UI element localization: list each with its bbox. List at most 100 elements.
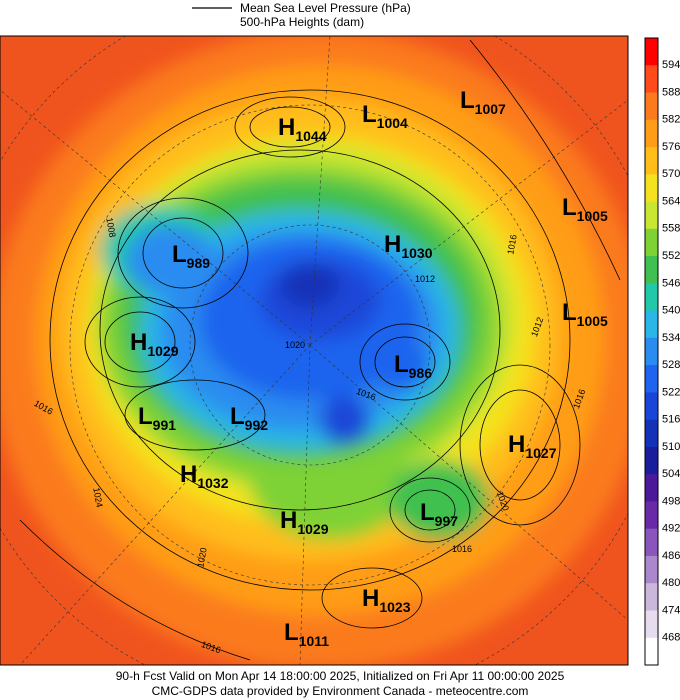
colorbar-tick-label: 486 bbox=[662, 550, 680, 562]
colorbar-tick-label: 588 bbox=[662, 86, 680, 98]
center-type: H bbox=[180, 461, 197, 488]
isobar-label: 1020 bbox=[195, 547, 208, 568]
isobar-label: 1016 bbox=[452, 544, 472, 554]
center-value: 989 bbox=[187, 255, 211, 271]
center-type: L bbox=[562, 299, 577, 326]
pressure-center: H1044 bbox=[278, 114, 327, 144]
colorbar-swatch bbox=[645, 256, 658, 284]
colorbar-tick-label: 474 bbox=[662, 604, 680, 616]
colorbar-tick-label: 564 bbox=[662, 195, 680, 207]
center-type: H bbox=[278, 114, 295, 141]
center-type: L bbox=[172, 241, 187, 268]
colorbar-swatch bbox=[645, 337, 658, 366]
isobar-label: 1012 bbox=[415, 274, 435, 284]
pressure-center: L1005 bbox=[562, 299, 608, 329]
footer-line: 90-h Fcst Valid on Mon Apr 14 18:00:00 2… bbox=[116, 669, 565, 683]
colorbar-swatch bbox=[645, 555, 658, 584]
colorbar-tick-label: 504 bbox=[662, 468, 680, 480]
colorbar-tick-label: 534 bbox=[662, 332, 680, 344]
colorbar-swatch bbox=[645, 474, 658, 502]
center-value: 992 bbox=[245, 417, 269, 433]
isobar-label: 1024 bbox=[91, 487, 104, 508]
center-type: H bbox=[130, 329, 147, 356]
colorbar-swatch bbox=[645, 65, 658, 94]
colorbar-swatch bbox=[645, 501, 658, 530]
colorbar-swatch bbox=[645, 583, 658, 611]
center-type: H bbox=[384, 231, 401, 258]
colorbar-swatch bbox=[645, 446, 658, 475]
isobars bbox=[19, 39, 621, 661]
colorbar-tick-label: 516 bbox=[662, 414, 680, 426]
pressure-center: H1029 bbox=[280, 507, 329, 537]
pressure-center: L986 bbox=[394, 351, 432, 381]
center-type: L bbox=[394, 351, 409, 378]
pressure-center: L989 bbox=[172, 241, 210, 271]
center-value: 1004 bbox=[377, 115, 408, 131]
center-type: H bbox=[362, 585, 379, 612]
pressure-center: L1005 bbox=[562, 194, 608, 224]
pressure-center: H1023 bbox=[362, 585, 411, 615]
center-type: H bbox=[280, 507, 297, 534]
center-type: L bbox=[284, 619, 299, 646]
colorbar-tick-label: 468 bbox=[662, 632, 680, 644]
center-type: L bbox=[420, 499, 435, 526]
pressure-center: H1032 bbox=[180, 461, 229, 491]
colorbar-swatch bbox=[645, 228, 658, 257]
colorbar-swatch bbox=[645, 392, 658, 421]
colorbar-swatch bbox=[645, 201, 658, 230]
isobar-label: 1008 bbox=[104, 217, 117, 238]
height-field bbox=[0, 36, 628, 665]
center-type: L bbox=[362, 101, 377, 128]
center-type: L bbox=[230, 403, 245, 430]
colorbar-tick-label: 540 bbox=[662, 305, 680, 317]
colorbar-tick-label: 594 bbox=[662, 59, 680, 71]
pressure-center: H1029 bbox=[130, 329, 179, 359]
colorbar-swatch bbox=[645, 365, 658, 393]
center-value: 1030 bbox=[401, 245, 432, 261]
colorbar-swatch bbox=[645, 283, 658, 312]
center-value: 1007 bbox=[475, 101, 506, 117]
colorbar-tick-label: 582 bbox=[662, 114, 680, 126]
colorbar-tick-label: 558 bbox=[662, 223, 680, 235]
colorbar-swatch bbox=[645, 610, 658, 639]
center-value: 1027 bbox=[525, 445, 556, 461]
footer-line: CMC-GDPS data provided by Environment Ca… bbox=[152, 684, 529, 698]
colorbar-tick-label: 510 bbox=[662, 441, 680, 453]
center-value: 991 bbox=[153, 417, 177, 433]
pressure-center: L1004 bbox=[362, 101, 408, 131]
colorbar-swatch bbox=[645, 528, 658, 557]
map-frame bbox=[0, 35, 629, 666]
center-value: 1005 bbox=[577, 208, 608, 224]
center-value: 1023 bbox=[379, 599, 410, 615]
center-value: 1032 bbox=[197, 475, 228, 491]
pressure-center: H1027 bbox=[508, 431, 557, 461]
colorbar-tick-label: 480 bbox=[662, 577, 680, 589]
pressure-center: L1007 bbox=[460, 87, 506, 117]
center-value: 986 bbox=[409, 365, 433, 381]
pressure-center: L997 bbox=[420, 499, 458, 529]
legend-fill-label: 500-hPa Heights (dam) bbox=[240, 15, 364, 29]
pressure-center: L991 bbox=[138, 403, 176, 433]
pressure-center: L992 bbox=[230, 403, 268, 433]
colorbar-tick-label: 552 bbox=[662, 250, 680, 262]
colorbar-tick-label: 498 bbox=[662, 495, 680, 507]
colorbar-tick-label: 576 bbox=[662, 141, 680, 153]
isobar-label: 1016 bbox=[505, 234, 518, 255]
center-value: 1044 bbox=[295, 128, 326, 144]
center-value: 1029 bbox=[147, 343, 178, 359]
colorbar-swatch bbox=[645, 92, 658, 121]
pressure-center: H1030 bbox=[384, 231, 433, 261]
colorbar-frame bbox=[644, 37, 659, 666]
center-value: 1005 bbox=[577, 313, 608, 329]
colorbar-tick-label: 522 bbox=[662, 386, 680, 398]
colorbar-swatch bbox=[645, 637, 658, 666]
colorbar-tick-label: 492 bbox=[662, 523, 680, 535]
isobar-label: 1020 bbox=[285, 340, 305, 350]
center-type: L bbox=[138, 403, 153, 430]
colorbar-tick-label: 570 bbox=[662, 168, 680, 180]
pressure-center: L1011 bbox=[284, 619, 329, 649]
